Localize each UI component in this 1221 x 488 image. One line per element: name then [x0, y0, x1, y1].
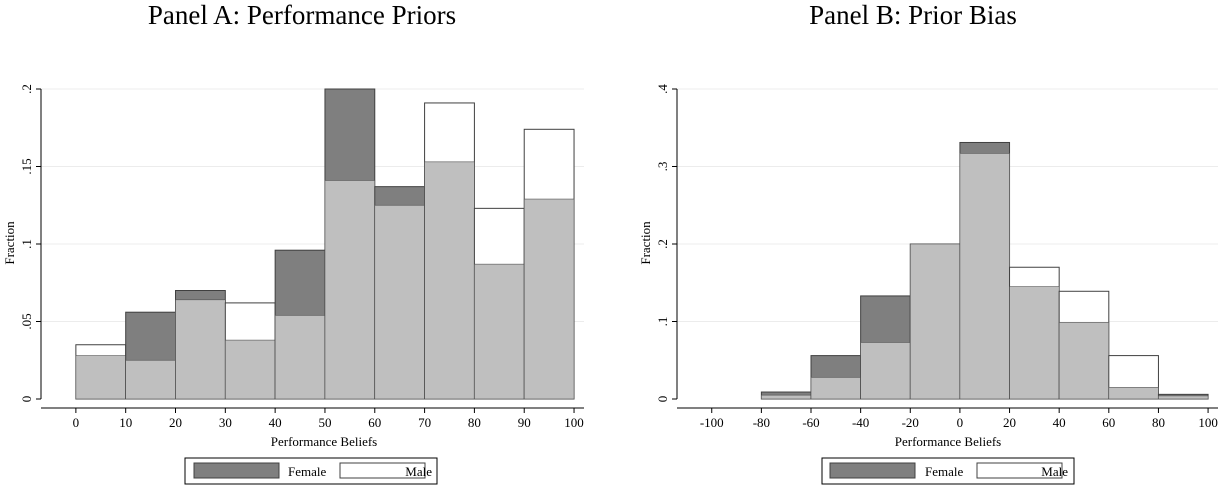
- panel-a-x-tick-label: 60: [368, 415, 381, 430]
- panel-a-x-tick-label: 40: [269, 415, 282, 430]
- panel-b-legend-swatch-male: [976, 462, 1063, 479]
- panel-b-title: Panel B: Prior Bias: [809, 0, 1017, 30]
- panel-b-bar-overlap: [1058, 321, 1110, 400]
- panel-b-y-axis-label: Fraction: [638, 221, 653, 265]
- panel-b-x-tick-label: 40: [1053, 415, 1066, 430]
- panel-b-bar-overlap: [1158, 395, 1209, 400]
- panel-a-bar-overlap: [75, 355, 126, 400]
- panel-b-legend-label-female: Female: [925, 464, 963, 479]
- panel-b-x-tick-label: 80: [1152, 415, 1165, 430]
- panel-a-x-tick-label: 0: [73, 415, 80, 430]
- panel-b-x-tick-label: -20: [902, 415, 919, 430]
- panel-b-bar-overlap: [761, 394, 812, 400]
- panel-a-title: Panel A: Performance Priors: [148, 0, 456, 30]
- panel-b-x-tick-label: -60: [802, 415, 819, 430]
- panel-a-x-tick-label: 80: [468, 415, 481, 430]
- panel-a-bar-overlap: [374, 204, 425, 400]
- panel-b-y-tick-label: .1: [655, 317, 670, 327]
- panel-b-y-tick-label: 0: [655, 396, 670, 403]
- panel-a-x-axis-label: Performance Beliefs: [271, 434, 377, 449]
- panel-b-x-axis-label: Performance Beliefs: [895, 434, 1001, 449]
- panel-b-bar-overlap: [810, 376, 861, 400]
- panel-b-x-tick-label: 0: [957, 415, 964, 430]
- panel-a-bar-overlap: [324, 180, 376, 400]
- panel-b-x-tick-label: 20: [1003, 415, 1016, 430]
- panel-a-x-tick-label: 90: [518, 415, 531, 430]
- panel-b-y-tick-label: .3: [655, 162, 670, 172]
- panel-b-legend-swatch-female: [829, 462, 916, 479]
- panel-b-bar-overlap: [1009, 286, 1060, 400]
- panel-b-bar-overlap: [909, 243, 961, 400]
- panel-a-legend-label-male: Male: [405, 464, 432, 479]
- panel-b-y-tick-label: .2: [655, 239, 670, 249]
- panel-a-legend: Female Male: [184, 457, 438, 485]
- panel-b-bar-overlap: [1108, 387, 1159, 400]
- panel-b-legend: Female Male: [821, 457, 1075, 485]
- panel-a-x-tick-label: 50: [318, 415, 331, 430]
- panel-a: Panel A: Performance Priors 0 .05 .1 .15 .2 0…: [2, 0, 584, 485]
- panel-a-bar-overlap: [474, 263, 525, 400]
- panel-a-legend-label-female: Female: [288, 464, 326, 479]
- panel-a-bar-overlap: [274, 314, 326, 400]
- panel-a-x-tick-label: 10: [119, 415, 132, 430]
- panel-a-bar-overlap: [424, 161, 475, 400]
- panel-a-bar-overlap: [125, 359, 176, 400]
- panel-b: Panel B: Prior Bias 0 .1 .2 .3 .4 -100 -80 -60 -…: [638, 0, 1218, 485]
- panel-a-x-tick-label: 30: [219, 415, 232, 430]
- panel-a-bar-overlap: [523, 198, 575, 400]
- panel-b-x-tick-label: 60: [1102, 415, 1115, 430]
- panel-b-bar-overlap: [860, 342, 911, 400]
- panel-a-x-tick-label: 20: [169, 415, 182, 430]
- panel-b-x-tick-label: 100: [1198, 415, 1218, 430]
- panel-a-legend-swatch-male: [339, 462, 426, 479]
- panel-b-x-tick-label: -40: [852, 415, 869, 430]
- panel-a-y-axis-label: Fraction: [2, 221, 17, 265]
- panel-a-bar-overlap: [175, 299, 226, 400]
- panel-a-y-tick-label: .2: [19, 84, 34, 94]
- panel-b-legend-label-male: Male: [1041, 464, 1068, 479]
- panel-a-y-tick-label: .15: [19, 158, 34, 174]
- panel-a-y-tick-label: 0: [19, 396, 34, 403]
- panel-a-x-tick-label: 100: [564, 415, 584, 430]
- panel-a-y-tick-label: .05: [19, 313, 34, 329]
- panel-a-bar-overlap: [225, 339, 276, 400]
- panel-b-x-tick-label: -80: [753, 415, 770, 430]
- panel-b-bar-overlap: [959, 153, 1010, 400]
- panel-a-x-tick-label: 70: [418, 415, 431, 430]
- panel-a-y-tick-label: .1: [19, 239, 34, 249]
- panel-b-y-tick-label: .4: [655, 84, 670, 94]
- panel-b-x-tick-label: -100: [700, 415, 724, 430]
- panel-a-legend-swatch-female: [193, 462, 280, 479]
